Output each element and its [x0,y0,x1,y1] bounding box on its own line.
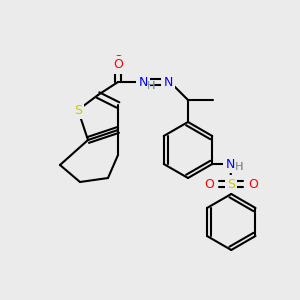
Text: O: O [248,178,258,190]
Text: S: S [227,178,235,190]
Text: O: O [248,178,258,190]
Text: N: N [163,76,173,88]
Text: H: H [147,81,155,91]
Text: S: S [74,103,82,116]
Text: S: S [74,103,82,116]
Text: N: N [226,158,235,170]
Text: N: N [226,158,235,170]
Text: H: H [235,162,243,172]
Text: H: H [147,81,155,91]
Text: O: O [204,178,214,190]
Text: N: N [138,76,148,88]
Text: O: O [113,55,123,68]
Text: O: O [113,58,123,71]
Text: S: S [227,178,235,190]
Text: O: O [204,178,214,190]
Text: N: N [163,76,173,88]
Text: H: H [235,162,243,172]
Text: N: N [138,76,148,88]
